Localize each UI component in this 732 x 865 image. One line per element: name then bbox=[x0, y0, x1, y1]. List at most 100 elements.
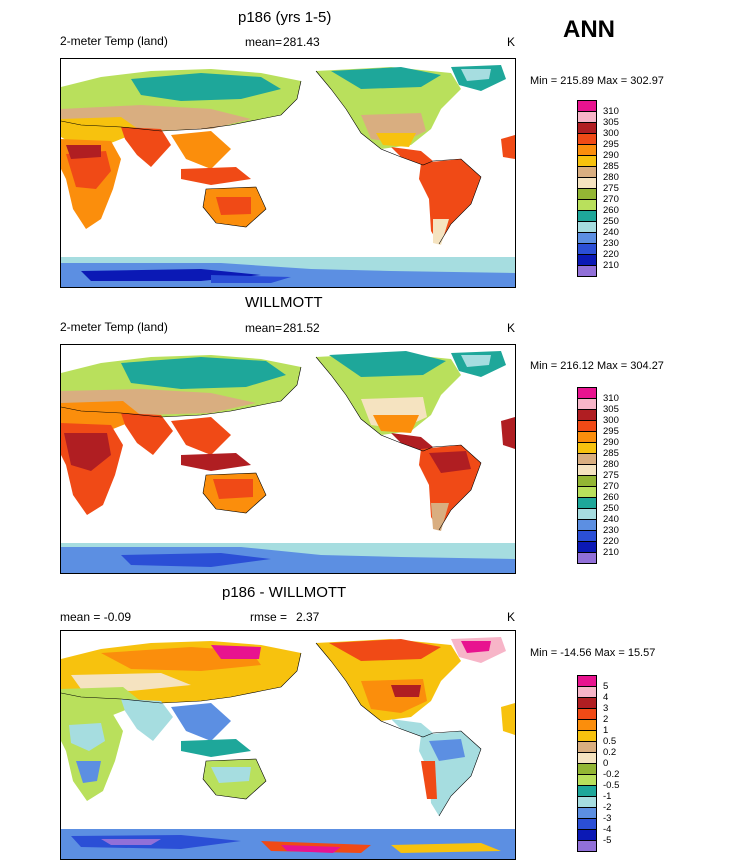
region-antarctica-purple bbox=[101, 839, 161, 845]
region-us-south bbox=[376, 133, 416, 147]
region-siberia bbox=[121, 357, 286, 389]
region-patagonia bbox=[433, 219, 449, 245]
region-canada-north bbox=[329, 351, 446, 377]
region-se-asia bbox=[171, 703, 231, 741]
region-india bbox=[121, 413, 173, 455]
colorbar-tick-label: 300 bbox=[603, 415, 619, 426]
colorbar-swatch bbox=[577, 552, 597, 564]
region-middle-east bbox=[61, 117, 141, 143]
colorbar-tick-label: 5 bbox=[603, 681, 609, 692]
region-middle-east bbox=[61, 687, 143, 715]
colorbar-swatch bbox=[577, 265, 597, 277]
min-max-label: Min = -14.56 Max = 15.57 bbox=[530, 647, 656, 659]
region-africa-core bbox=[64, 433, 111, 471]
colorbar-tick-label: 295 bbox=[603, 139, 619, 150]
region-central-america bbox=[391, 719, 433, 737]
colorbar-tick-label: -0.5 bbox=[603, 780, 620, 791]
colorbar-tick-label: -5 bbox=[603, 835, 612, 846]
region-india bbox=[121, 699, 173, 741]
colorbar-tick-label: 290 bbox=[603, 150, 619, 161]
mean-value: 281.43 bbox=[283, 35, 320, 49]
region-greenland-core bbox=[461, 69, 491, 81]
colorbar-tick-label: 290 bbox=[603, 437, 619, 448]
colorbar-tick-label: 210 bbox=[603, 260, 619, 271]
region-india bbox=[121, 127, 171, 167]
colorbar-tick-label: 220 bbox=[603, 249, 619, 260]
colorbar-tick-label: 230 bbox=[603, 525, 619, 536]
colorbar-tick-label: 305 bbox=[603, 404, 619, 415]
colorbar-tick-label: 2 bbox=[603, 714, 609, 725]
colorbar-tick-label: -3 bbox=[603, 813, 612, 824]
variable-label: 2-meter Temp (land) bbox=[60, 320, 168, 334]
region-antarctica-pink bbox=[281, 845, 341, 853]
colorbar-model: 310 305 300 295 290 285 280 275 270 260 … bbox=[577, 100, 637, 284]
region-central-america bbox=[391, 433, 433, 451]
rmse-label: rmse = bbox=[250, 610, 288, 624]
colorbar-tick-label: 260 bbox=[603, 205, 619, 216]
mean-label: mean= bbox=[245, 321, 283, 335]
region-greenland-core bbox=[461, 641, 491, 653]
region-us-south bbox=[373, 415, 419, 433]
min-max-label: Min = 215.89 Max = 302.97 bbox=[530, 75, 664, 87]
panel-title: p186 - WILLMOTT bbox=[222, 584, 347, 601]
colorbar-tick-label: 0.2 bbox=[603, 747, 617, 758]
colorbar-tick-label: 230 bbox=[603, 238, 619, 249]
region-africa-core bbox=[66, 151, 111, 189]
colorbar-tick-label: 295 bbox=[603, 426, 619, 437]
region-canada-warm bbox=[329, 639, 441, 661]
region-africa-south bbox=[76, 761, 101, 783]
mean-label: mean = -0.09 bbox=[60, 610, 132, 624]
colorbar-tick-label: 250 bbox=[603, 216, 619, 227]
region-africa-blue bbox=[69, 723, 105, 751]
region-amazon-blue bbox=[429, 739, 465, 761]
colorbar-tick-label: 240 bbox=[603, 514, 619, 525]
colorbar-tick-label: 275 bbox=[603, 470, 619, 481]
colorbar-tick-label: -0.2 bbox=[603, 769, 620, 780]
region-australia-core bbox=[213, 479, 253, 499]
colorbar-tick-label: -2 bbox=[603, 802, 612, 813]
region-antarctica-core-east bbox=[211, 275, 291, 283]
units-label: K bbox=[507, 321, 516, 335]
region-indonesia bbox=[181, 739, 251, 757]
region-us-red bbox=[391, 685, 421, 697]
region-siberia bbox=[131, 73, 281, 101]
region-patagonia bbox=[431, 503, 449, 531]
min-max-label: Min = 216.12 Max = 304.27 bbox=[530, 360, 664, 372]
colorbar-tick-label: 210 bbox=[603, 547, 619, 558]
colorbar-tick-label: 3 bbox=[603, 703, 609, 714]
colorbar-tick-label: 270 bbox=[603, 481, 619, 492]
region-amazon-hot bbox=[429, 451, 471, 473]
colorbar-tick-label: 285 bbox=[603, 448, 619, 459]
colorbar-tick-label: 280 bbox=[603, 172, 619, 183]
region-australia-core bbox=[216, 197, 251, 215]
colorbar-tick-label: 305 bbox=[603, 117, 619, 128]
region-siberia-pink bbox=[211, 645, 261, 659]
region-central-america bbox=[391, 147, 433, 165]
region-west-africa-edge bbox=[501, 417, 515, 449]
region-middle-east bbox=[61, 401, 143, 429]
region-west-africa-edge bbox=[501, 135, 515, 159]
mean-label: mean= bbox=[245, 35, 283, 49]
colorbar-tick-label: 1 bbox=[603, 725, 609, 736]
region-africa bbox=[61, 709, 123, 801]
region-west-africa-edge bbox=[501, 703, 515, 735]
units-label: K bbox=[507, 35, 516, 49]
colorbar-tick-label: 220 bbox=[603, 536, 619, 547]
colorbar-tick-label: 4 bbox=[603, 692, 609, 703]
colorbar-swatch bbox=[577, 840, 597, 852]
region-se-asia bbox=[171, 131, 231, 169]
panel-title: WILLMOTT bbox=[245, 294, 323, 311]
rmse-value: 2.37 bbox=[296, 610, 320, 624]
colorbar-tick-label: 0 bbox=[603, 758, 609, 769]
units-label: K bbox=[507, 610, 516, 624]
colorbar-tick-label: -4 bbox=[603, 824, 612, 835]
colorbar-tick-label: 275 bbox=[603, 183, 619, 194]
region-indonesia bbox=[181, 453, 251, 471]
region-sahara-hot bbox=[66, 145, 101, 159]
colorbar-tick-label: 300 bbox=[603, 128, 619, 139]
mean-value: 281.52 bbox=[283, 321, 320, 335]
season-label: ANN bbox=[563, 16, 615, 43]
colorbar-tick-label: 310 bbox=[603, 106, 619, 117]
colorbar-tick-label: -1 bbox=[603, 791, 612, 802]
colorbar-tick-label: 280 bbox=[603, 459, 619, 470]
